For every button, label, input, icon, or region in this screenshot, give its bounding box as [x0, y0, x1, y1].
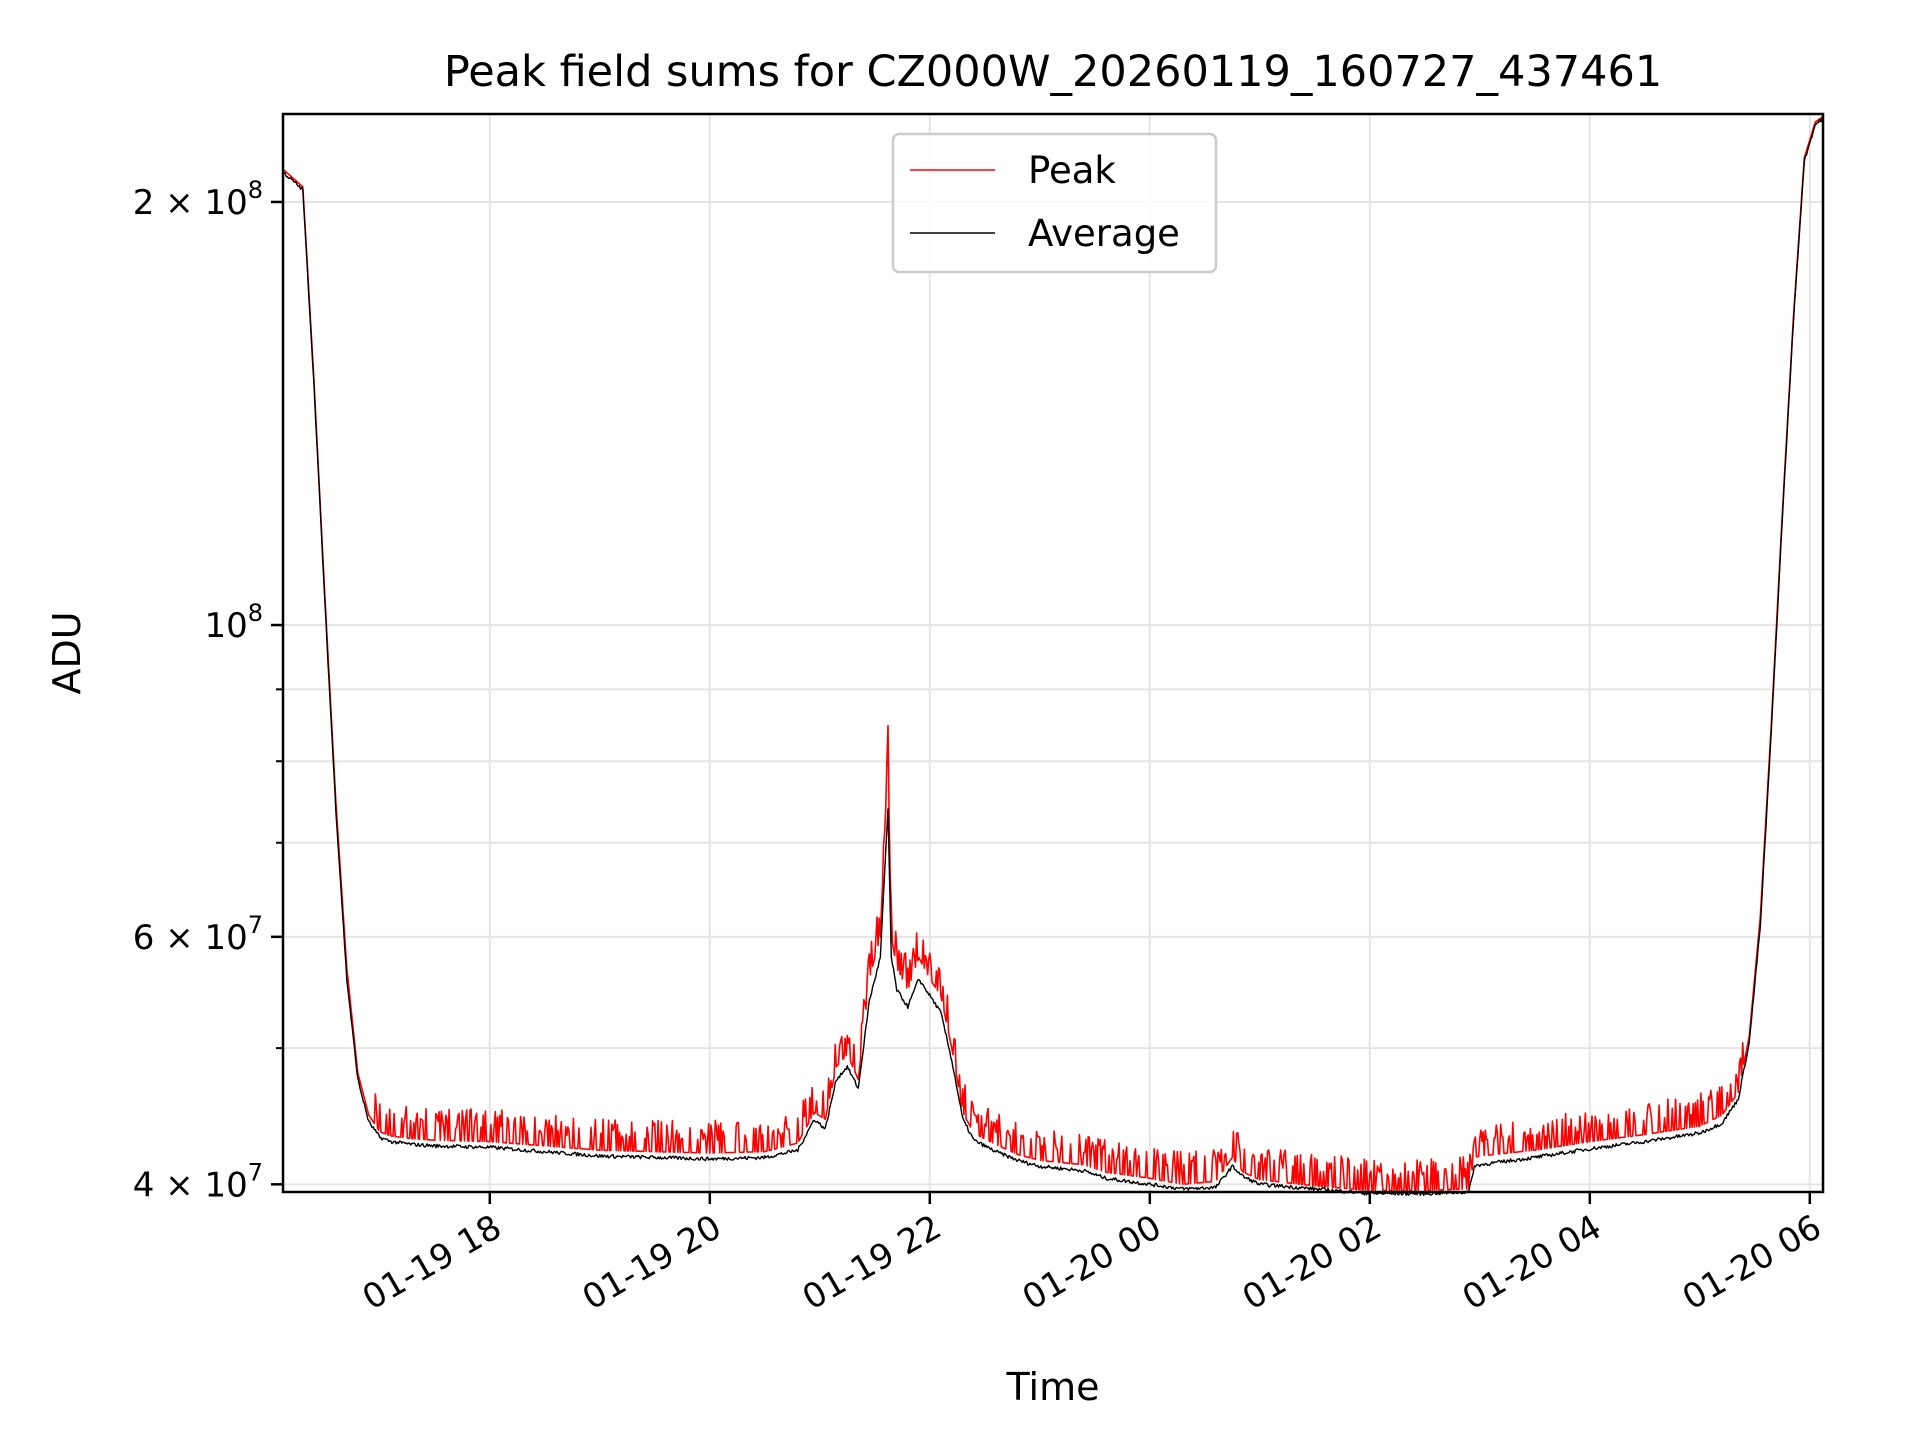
y-tick-label: 2 × 108: [133, 176, 263, 223]
legend: Peak Average: [891, 132, 1218, 274]
y-tick-label: 6 × 107: [133, 911, 263, 958]
legend-box: [891, 132, 1218, 274]
legend-label-average: Average: [1028, 212, 1180, 255]
plot-area-frame: [281, 112, 1825, 1194]
legend-label-peak: Peak: [1028, 149, 1116, 192]
y-axis-label: ADU: [45, 611, 89, 694]
series-line-peak: [282, 115, 1824, 1192]
x-axis-label: Time: [1006, 1365, 1100, 1409]
series-line-average: [282, 116, 1824, 1196]
y-tick-label: 108: [204, 599, 263, 646]
chart-title: Peak field sums for CZ000W_20260119_1607…: [444, 47, 1662, 97]
series-layer: [282, 115, 1824, 1196]
y-tick-label: 4 × 107: [133, 1158, 263, 1205]
